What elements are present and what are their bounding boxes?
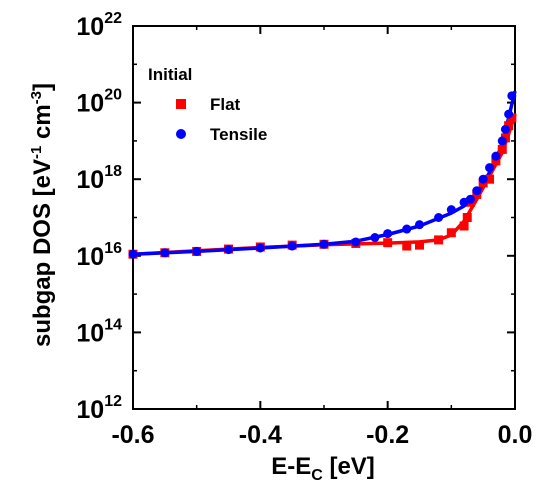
data-point-tensile xyxy=(287,241,297,251)
x-axis-title-main: E-E xyxy=(271,453,311,480)
y-tick-label: 1020 xyxy=(76,87,122,118)
y-axis-title-mid: cm xyxy=(29,104,56,145)
legend: Initial Flat Tensile xyxy=(148,65,267,144)
data-point-tensile xyxy=(160,248,170,258)
y-axis-title: subgap DOS [eV-1 cm-3] xyxy=(28,83,56,347)
data-point-tensile xyxy=(465,194,475,204)
legend-marker-flat xyxy=(176,99,186,109)
x-tick-label: -0.2 xyxy=(366,421,409,449)
data-point-flat xyxy=(491,156,501,166)
y-tick-exponent: 18 xyxy=(104,163,122,180)
y-tick-exponent: 12 xyxy=(104,393,122,410)
legend-label-flat: Flat xyxy=(210,95,241,114)
x-axis-title-unit: [eV] xyxy=(323,453,375,480)
x-axis-title: E-EC [eV] xyxy=(271,453,375,484)
y-tick-base: 10 xyxy=(76,166,104,194)
y-axis-title-end: ] xyxy=(29,83,56,91)
data-point-tensile xyxy=(224,245,233,255)
y-tick-exponent: 22 xyxy=(104,10,122,27)
data-point-tensile xyxy=(500,124,510,134)
data-point-tensile xyxy=(255,243,265,253)
data-point-tensile xyxy=(192,246,202,256)
data-point-flat xyxy=(497,144,507,154)
legend-label-tensile: Tensile xyxy=(210,125,267,144)
data-point-flat xyxy=(504,121,514,131)
data-point-flat xyxy=(434,235,444,245)
y-tick-label: 1012 xyxy=(76,393,122,424)
data-point-tensile xyxy=(446,205,456,215)
fit-line-flat xyxy=(132,113,517,256)
legend-title: Initial xyxy=(148,65,192,84)
y-axis-title-main: subgap DOS [eV xyxy=(29,159,56,347)
data-point-tensile xyxy=(351,237,361,247)
data-point-flat xyxy=(446,228,456,238)
data-point-flat xyxy=(507,113,517,123)
y-tick-label: 1022 xyxy=(76,10,122,41)
legend-marker-tensile xyxy=(176,129,186,139)
x-axis-title-sub: C xyxy=(311,467,323,484)
data-point-tensile xyxy=(507,91,517,101)
data-point-tensile xyxy=(383,229,393,239)
data-point-flat xyxy=(459,221,469,231)
y-tick-exponent: 20 xyxy=(104,87,122,104)
data-point-flat xyxy=(383,238,393,248)
data-point-tensile xyxy=(497,136,507,146)
data-point-tensile xyxy=(504,109,514,119)
data-point-tensile xyxy=(491,151,501,161)
data-point-flat xyxy=(402,241,412,251)
data-point-tensile xyxy=(415,220,424,230)
y-axis-title-sup1: -1 xyxy=(28,146,45,159)
x-tick-label: -0.4 xyxy=(239,421,282,449)
data-point-tensile xyxy=(485,163,495,173)
y-tick-exponent: 16 xyxy=(104,240,122,257)
y-tick-label: 1016 xyxy=(76,240,122,271)
y-tick-base: 10 xyxy=(76,90,104,118)
data-point-flat xyxy=(485,174,495,184)
data-point-flat xyxy=(415,240,424,250)
data-point-tensile xyxy=(434,213,444,222)
y-tick-base: 10 xyxy=(76,243,104,271)
data-point-tensile xyxy=(402,224,412,234)
x-tick-label: -0.6 xyxy=(111,421,154,449)
y-tick-base: 10 xyxy=(76,396,104,424)
x-tick-label: 0.0 xyxy=(498,421,533,449)
data-point-tensile xyxy=(472,186,482,196)
y-tick-base: 10 xyxy=(76,319,104,347)
data-point-flat xyxy=(462,213,472,222)
data-point-tensile xyxy=(319,239,329,249)
data-point-tensile xyxy=(128,249,138,259)
y-tick-label: 1018 xyxy=(76,163,122,194)
y-tick-base: 10 xyxy=(76,13,104,41)
y-tick-label: 1014 xyxy=(76,316,122,347)
data-point-tensile xyxy=(370,233,380,243)
y-axis-title-sup2: -3 xyxy=(28,91,45,104)
y-tick-exponent: 14 xyxy=(104,316,122,333)
data-point-tensile xyxy=(478,174,488,184)
